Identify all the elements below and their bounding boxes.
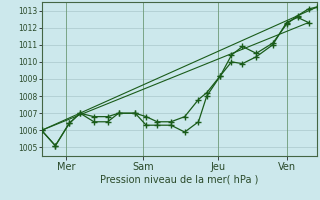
X-axis label: Pression niveau de la mer( hPa ): Pression niveau de la mer( hPa ) [100, 174, 258, 184]
